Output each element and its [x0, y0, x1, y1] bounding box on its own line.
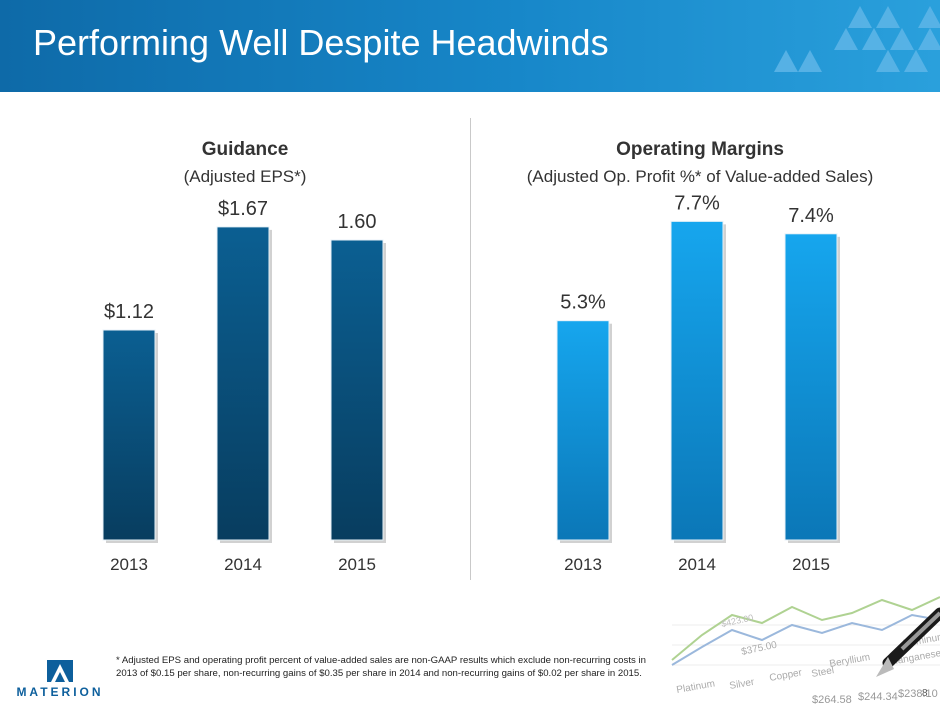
eps-bar-2014: [216, 226, 270, 541]
logo-mark-icon: [47, 660, 73, 682]
eps-data-label-2014: $1.67: [218, 198, 268, 220]
margin-tick-2015: 2015: [792, 555, 830, 574]
margin-bar-2015: [784, 233, 838, 541]
triangle-pattern-icon: [774, 6, 940, 72]
title-bar: Performing Well Despite Headwinds: [0, 0, 940, 92]
deco-label-1: Platinum: [676, 678, 716, 696]
margin-tick-2014: 2014: [678, 555, 716, 574]
page-number: 8: [922, 688, 928, 699]
pen-icon: [876, 607, 940, 677]
deco-label-5: Beryllium: [829, 652, 871, 670]
margin-data-label-2014: 7.7%: [674, 192, 720, 214]
chart-divider: [470, 118, 471, 580]
margin-bar-2013: [556, 320, 610, 541]
deco-value-5: $238.10: [898, 688, 938, 700]
eps-tick-2014: 2014: [224, 555, 262, 574]
eps-data-label-2013: $1.12: [104, 301, 154, 323]
margin-tick-2013: 2013: [564, 555, 602, 574]
deco-label-3: Copper: [769, 667, 804, 684]
decorative-stock-chart-image: $375.00 $423.00 Platinum Silver Copper S…: [671, 596, 940, 705]
eps-tick-2015: 2015: [338, 555, 376, 574]
slide-title: Performing Well Despite Headwinds: [33, 22, 609, 63]
deco-value-2: $423.00: [720, 612, 754, 629]
eps-chart-subtitle: (Adjusted EPS*): [183, 167, 307, 186]
margin-bar-2014: [670, 220, 724, 541]
eps-tick-2013: 2013: [110, 555, 148, 574]
eps-chart-title: Guidance: [201, 139, 289, 160]
deco-value-3: $264.58: [812, 694, 852, 705]
footnote: * Adjusted EPS and operating profit perc…: [116, 655, 646, 679]
deco-label-4: Steel: [811, 665, 835, 680]
margin-data-label-2015: 7.4%: [788, 205, 834, 227]
margin-data-label-2013: 5.3%: [560, 292, 606, 314]
logo-text: MATERION: [16, 685, 104, 699]
deco-value-4: $244.34: [858, 691, 898, 703]
eps-data-label-2015: 1.60: [338, 211, 377, 233]
eps-bar-2013: [102, 329, 156, 541]
deco-label-2: Silver: [729, 677, 756, 692]
deco-value-1: $375.00: [740, 640, 778, 658]
materion-logo: MATERION: [14, 655, 106, 703]
eps-bar-2015: [330, 239, 384, 541]
margin-chart-subtitle: (Adjusted Op. Profit %* of Value-added S…: [526, 167, 874, 186]
margin-chart-title: Operating Margins: [616, 139, 784, 160]
